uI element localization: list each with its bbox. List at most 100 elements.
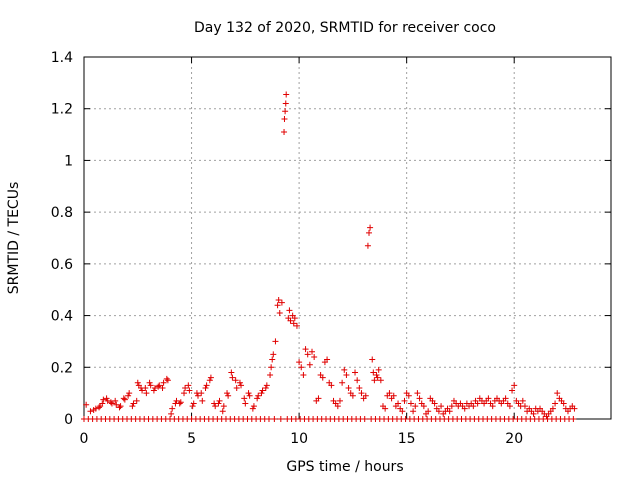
data-point — [290, 320, 297, 327]
data-point — [112, 397, 119, 404]
x-axis-label: GPS time / hours — [286, 459, 403, 475]
data-point — [361, 416, 368, 422]
data-point — [278, 299, 285, 306]
data-point — [356, 384, 363, 391]
data-point — [374, 374, 381, 381]
data-point — [341, 366, 348, 373]
data-point — [216, 397, 223, 404]
data-point — [242, 400, 249, 407]
data-point — [448, 403, 455, 410]
data-point — [103, 395, 110, 402]
y-tick-label: 0 — [64, 412, 73, 428]
data-point — [207, 374, 214, 381]
y-tick-label: 0.6 — [51, 257, 73, 273]
data-point — [298, 364, 305, 371]
data-point — [446, 408, 453, 415]
x-tick-label: 15 — [398, 431, 416, 447]
data-point — [302, 346, 309, 353]
data-point — [83, 401, 90, 408]
data-point — [147, 382, 154, 389]
data-point — [202, 384, 209, 391]
data-point — [336, 397, 343, 404]
data-point — [268, 364, 275, 371]
x-tick-label: 20 — [505, 431, 523, 447]
data-point — [146, 379, 153, 386]
data-point — [367, 224, 374, 231]
data-point — [345, 384, 352, 391]
data-point — [225, 392, 232, 399]
data-point — [399, 408, 406, 415]
data-point — [386, 390, 393, 397]
data-point — [262, 384, 269, 391]
data-point — [215, 400, 222, 407]
y-axis-label: SRMTID / TECUs — [6, 182, 22, 295]
data-point — [269, 356, 276, 363]
data-point — [521, 403, 528, 410]
data-point — [254, 395, 261, 402]
data-point — [186, 387, 193, 394]
data-point — [220, 403, 227, 410]
y-tick-label: 1.4 — [51, 50, 73, 66]
x-tick-label: 0 — [80, 431, 89, 447]
data-point — [126, 390, 133, 397]
data-point — [334, 403, 341, 410]
data-point — [195, 392, 202, 399]
data-point — [164, 377, 171, 384]
y-tick-label: 0.8 — [51, 205, 73, 221]
data-point — [259, 387, 266, 394]
data-point — [249, 405, 256, 412]
data-point — [530, 410, 537, 417]
x-tick-label: 5 — [187, 431, 196, 447]
data-point — [369, 356, 376, 363]
data-point — [199, 397, 206, 404]
data-point — [293, 322, 300, 329]
data-point — [315, 395, 322, 402]
data-point — [99, 400, 106, 407]
data-point — [190, 400, 197, 407]
data-point — [420, 403, 427, 410]
data-point — [549, 405, 556, 412]
y-tick-label: 0.4 — [51, 309, 73, 325]
data-point — [291, 315, 298, 322]
data-point — [382, 405, 389, 412]
data-point — [151, 384, 158, 391]
data-point — [125, 392, 132, 399]
data-point — [139, 387, 146, 394]
data-point — [176, 400, 183, 407]
data-point — [129, 403, 136, 410]
data-point — [425, 408, 432, 415]
data-point — [265, 416, 272, 422]
data-point — [233, 384, 240, 391]
data-point — [373, 372, 380, 379]
data-point — [296, 359, 303, 366]
y-tick-label: 1 — [64, 153, 73, 169]
data-point — [354, 377, 361, 384]
data-point — [412, 403, 419, 410]
data-point — [241, 395, 248, 402]
data-point — [489, 403, 496, 410]
data-point — [228, 369, 235, 376]
data-point — [134, 379, 141, 386]
data-point — [150, 387, 157, 394]
data-point — [502, 395, 509, 402]
data-point — [286, 307, 293, 314]
data-point — [324, 356, 331, 363]
data-point — [185, 382, 192, 389]
data-point — [407, 400, 414, 407]
data-point — [159, 384, 166, 391]
data-point — [250, 403, 257, 410]
data-point — [470, 403, 477, 410]
data-point — [309, 348, 316, 355]
data-point — [375, 366, 382, 373]
data-point — [287, 317, 294, 324]
data-point — [366, 229, 373, 236]
data-point — [282, 100, 289, 107]
data-point — [362, 392, 369, 399]
data-point — [401, 397, 408, 404]
data-point — [343, 372, 350, 379]
data-point — [219, 408, 226, 415]
data-point — [177, 399, 184, 406]
data-point — [189, 403, 196, 410]
data-point — [272, 338, 279, 345]
data-point — [506, 403, 513, 410]
